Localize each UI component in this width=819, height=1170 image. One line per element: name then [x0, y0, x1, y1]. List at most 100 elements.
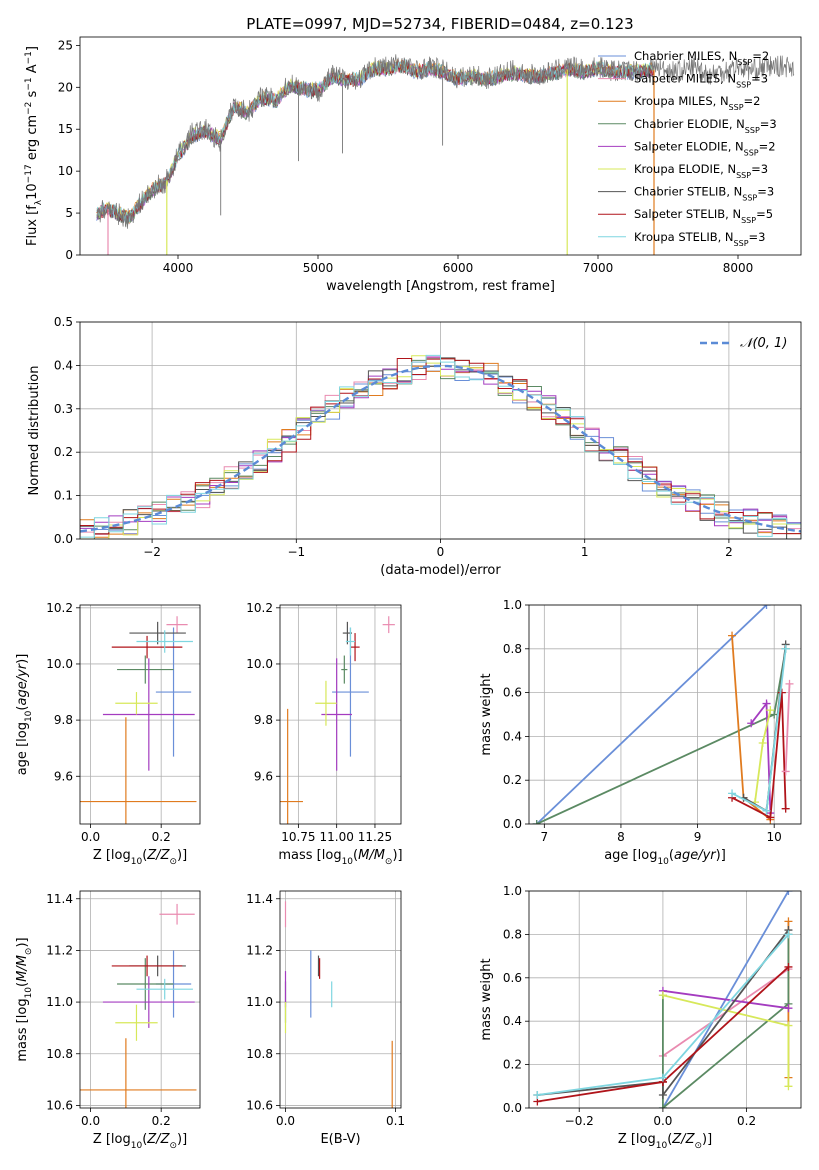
residual-histogram [80, 354, 801, 539]
legend-label: Chabrier ELODIE, NSSP=3 [634, 117, 777, 135]
axes-frame [528, 604, 802, 825]
y-tick-label: 10.6 [246, 1098, 273, 1112]
axes-age-vs-Z: 0.0 0.2 9.6 9.8 10.0 10.2 Z [log10(Z/Z⊙)] age [… [15, 601, 201, 867]
x-tick-label: 11.25 [358, 830, 392, 844]
y-tick-label: 11.0 [46, 995, 73, 1009]
weight-marker [784, 917, 793, 926]
residual-histogram [80, 355, 801, 539]
x-axis-label: E(B-V) [320, 1132, 360, 1147]
weight-marker [533, 1090, 542, 1099]
weight-marker [784, 891, 793, 895]
weight-line [536, 605, 768, 824]
weight-line [731, 635, 771, 821]
weight-line [731, 692, 787, 819]
x-tick-label: 9 [694, 830, 702, 844]
x-axis-label: Z [log10(Z/Z⊙)] [618, 1132, 712, 1151]
y-tick-label: 10.2 [246, 601, 273, 615]
y-tick-label: 0.0 [503, 817, 522, 831]
y-tick-label: 0.1 [54, 489, 73, 503]
legend-label: Kroupa ELODIE, NSSP=3 [634, 162, 768, 180]
y-tick-label: 20 [58, 80, 73, 94]
weight-marker [766, 706, 775, 715]
axes-age-vs-mass: 10.75 11.00 11.25 9.6 9.8 10.0 10.2 mass [log10… [246, 601, 402, 867]
weight-marker [762, 605, 771, 609]
y-tick-label: 1.0 [503, 598, 522, 612]
y-tick-label: 10.0 [46, 657, 73, 671]
x-tick-label: 11.00 [319, 830, 353, 844]
x-axis-label: Z [log10(Z/Z⊙)] [93, 1132, 187, 1151]
y-tick-label: 10.0 [246, 657, 273, 671]
y-tick-label: 0.0 [503, 1101, 522, 1115]
y-tick-label: 0.6 [503, 971, 522, 985]
y-tick-label: 10.2 [46, 601, 73, 615]
weight-marker [532, 820, 541, 824]
plot-area [532, 605, 794, 824]
weight-marker [784, 1082, 793, 1091]
y-tick-label: 0.8 [503, 642, 522, 656]
normal-reference-curve [80, 364, 801, 533]
x-tick-label: 0.0 [81, 830, 100, 844]
plot-area [533, 891, 793, 1108]
weight-marker [766, 813, 775, 822]
weight-marker [658, 1073, 667, 1082]
legend-label: 𝒩(0, 1) [740, 336, 787, 351]
y-tick-label: 9.8 [54, 713, 73, 727]
x-tick-label: 10.75 [281, 830, 315, 844]
axes-weight-vs-Z: −0.2 0.0 0.2 0.0 0.2 0.4 0.6 0.8 1.0 Z [log10(Z/Z… [479, 884, 802, 1151]
x-tick-label: −1 [287, 545, 305, 559]
weight-marker [762, 699, 771, 708]
weight-marker [728, 631, 737, 640]
y-tick-label: 0.3 [54, 402, 73, 416]
y-tick-label: 1.0 [503, 884, 522, 898]
axes-frame [79, 321, 802, 540]
legend-label: Salpeter MILES, NSSP=3 [634, 72, 768, 90]
y-axis-label: mass weight [479, 673, 494, 755]
axes-frame [528, 890, 802, 1109]
x-tick-label: −2 [143, 545, 161, 559]
y-tick-label: 0.6 [503, 686, 522, 700]
x-tick-label: 0.0 [276, 1114, 295, 1128]
x-axis-label: age [log10(age/yr)] [604, 848, 726, 867]
x-tick-label: 1 [581, 545, 589, 559]
axes-frame [279, 890, 402, 1109]
x-tick-label: 7 [541, 830, 549, 844]
y-tick-label: 0.0 [54, 532, 73, 546]
y-axis-label: age [log10(age/yr)] [15, 654, 34, 776]
weight-marker [762, 806, 771, 815]
axes-mass-vs-ebv: 0.0 0.1 10.6 10.8 11.0 11.2 11.4 E(B-V) [246, 890, 405, 1147]
x-tick-label: 0.2 [737, 1114, 756, 1128]
weight-marker [781, 644, 790, 653]
weight-marker [784, 1021, 793, 1030]
y-tick-label: 0 [65, 248, 73, 262]
weight-marker [728, 789, 737, 798]
legend: Chabrier MILES, NSSP=2 Salpeter MILES, NS… [598, 49, 777, 247]
weight-marker [658, 991, 667, 1000]
y-tick-label: 10.8 [246, 1047, 273, 1061]
plot-area [96, 54, 795, 255]
model-spectrum-line [96, 60, 655, 222]
x-tick-label: 0.1 [386, 1114, 405, 1128]
x-tick-label: 8 [617, 830, 625, 844]
y-tick-label: 0.5 [54, 315, 73, 329]
axes-frame [79, 36, 802, 256]
x-tick-label: 10 [767, 830, 782, 844]
weight-marker [777, 688, 786, 697]
y-axis-label: Flux [fλ10−17 erg cm−2 s−1 A−1] [24, 46, 44, 246]
weight-marker [784, 930, 793, 939]
y-tick-label: 0.4 [54, 358, 73, 372]
plot-area [80, 354, 801, 539]
y-tick-label: 0.2 [503, 1058, 522, 1072]
x-tick-label: 6000 [443, 261, 474, 275]
y-axis-label: mass weight [479, 958, 494, 1040]
model-spectrum-line [96, 59, 655, 222]
axes-frame [79, 604, 201, 825]
x-tick-label: 7000 [583, 261, 614, 275]
y-axis-label: mass [log10(M/M⊙)] [15, 937, 34, 1061]
y-tick-label: 11.0 [246, 995, 273, 1009]
plot-area [80, 616, 197, 824]
axes-frame [79, 890, 201, 1109]
weight-marker [658, 1104, 667, 1108]
legend-label: Salpeter ELODIE, NSSP=2 [634, 139, 776, 157]
weight-marker [781, 767, 790, 776]
